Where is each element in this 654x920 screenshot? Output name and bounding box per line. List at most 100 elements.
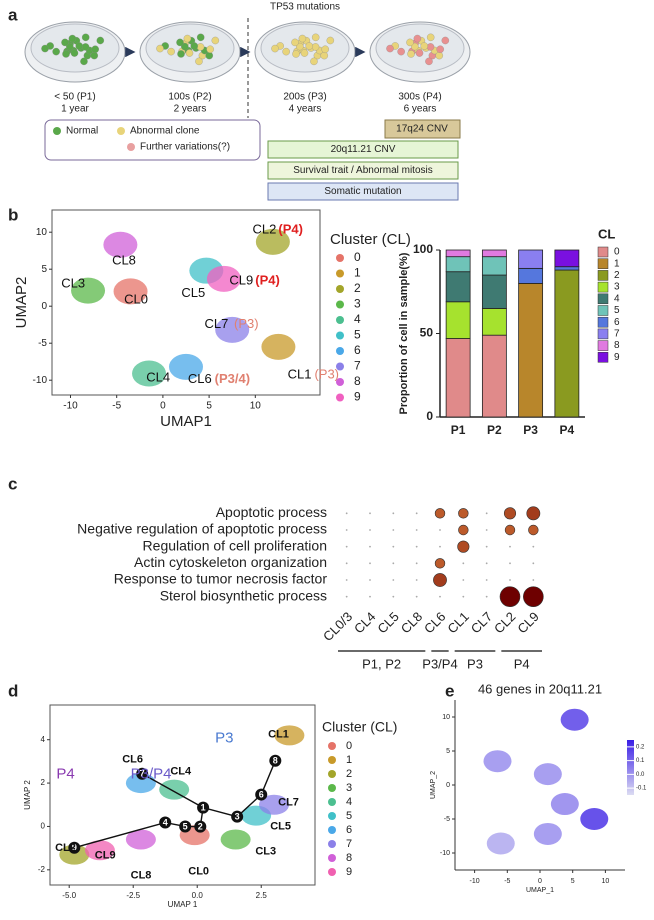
dot <box>433 573 447 587</box>
dot <box>415 512 418 515</box>
annotation: CL5 <box>270 820 291 832</box>
cell <box>311 33 320 42</box>
node-label: 5 <box>183 821 188 831</box>
y-tick-label: -2 <box>38 865 46 874</box>
cluster-cloud <box>71 277 106 304</box>
dot <box>503 507 517 520</box>
cluster-cloud <box>159 779 190 800</box>
dot <box>415 545 418 548</box>
cell <box>61 38 69 47</box>
legend-label: 2 <box>346 768 352 780</box>
legend-label: 7 <box>614 329 620 340</box>
legend-label: 2 <box>614 270 620 281</box>
colorbar-label: 0.1 <box>636 758 645 764</box>
legend-label: 4 <box>614 293 620 304</box>
annotation: CL5 <box>181 285 205 300</box>
dot <box>369 579 371 581</box>
stage-label: 300s (P4) <box>398 92 441 103</box>
legend-label: Normal <box>66 126 98 137</box>
bar-segment <box>445 271 471 303</box>
y-axis-label: UMAP 2 <box>23 780 32 810</box>
legend-swatch <box>597 270 609 281</box>
node-label: 1 <box>201 802 206 812</box>
y-tick-label: 10 <box>36 227 48 238</box>
legend-label: 5 <box>614 305 620 316</box>
x-tick-label: CL4 <box>351 609 378 636</box>
cluster-cloud <box>125 829 156 850</box>
trajectory-node <box>269 754 282 767</box>
legend-label: 3 <box>346 782 352 794</box>
legend-title: Cluster (CL) <box>322 719 397 735</box>
dot <box>415 529 418 531</box>
dot <box>457 540 470 553</box>
legend-title: Cluster (CL) <box>330 231 411 248</box>
cell-cloud <box>533 763 562 786</box>
legend-marker <box>336 316 344 324</box>
cell <box>300 49 309 57</box>
legend-marker <box>328 742 336 750</box>
legend-swatch <box>597 293 609 305</box>
legend-swatch <box>597 352 609 363</box>
cell <box>195 57 203 66</box>
annotation: P4 <box>56 765 74 782</box>
x-tick-label: CL6 <box>421 609 448 636</box>
y-tick-label: 10 <box>442 714 450 721</box>
cell <box>62 50 70 58</box>
legend-label: 1 <box>346 754 352 766</box>
annotation: CL4 <box>146 369 170 384</box>
event-box <box>267 182 459 201</box>
event-label: Survival trait / Abnormal mitosis <box>293 165 433 176</box>
cell <box>292 50 300 58</box>
dot <box>392 529 395 531</box>
annotation: CL6 <box>122 754 143 766</box>
annotation: CL9 <box>229 272 253 287</box>
legend-label: Further variations(?) <box>140 142 230 153</box>
x-axis-label: UMAP_1 <box>526 887 554 894</box>
dot <box>369 562 371 565</box>
legend-title: CL <box>598 226 615 241</box>
x-tick-label: CL0/3 <box>320 609 355 644</box>
cluster-cloud <box>103 231 138 258</box>
x-tick-label: CL9 <box>514 609 541 636</box>
cell <box>305 42 314 50</box>
legend-label: 6 <box>346 824 352 836</box>
cell <box>80 57 88 66</box>
dot <box>415 595 418 598</box>
dot <box>526 506 541 521</box>
node-label: 8 <box>273 756 278 766</box>
legend-label: 1 <box>614 258 620 269</box>
trajectory-node <box>68 841 81 854</box>
node-label: 7 <box>140 769 145 779</box>
cell <box>411 42 419 51</box>
dot <box>345 545 348 548</box>
cell <box>205 51 214 60</box>
dot <box>462 579 465 581</box>
cell <box>413 34 422 43</box>
node-label: 9 <box>72 843 77 853</box>
legend-label: 5 <box>346 810 352 822</box>
bar-segment <box>518 249 544 269</box>
annotation: P3/P4 <box>131 765 172 782</box>
legend-marker <box>328 812 336 820</box>
dot <box>345 579 348 581</box>
legend-swatch <box>597 340 609 351</box>
cell <box>167 47 175 56</box>
stage-label: < 50 (P1) <box>54 92 95 103</box>
panel-label: b <box>8 205 18 224</box>
cell <box>420 42 429 50</box>
cell-cloud <box>483 750 512 773</box>
dot <box>485 595 488 598</box>
plot-frame <box>49 704 316 886</box>
cell <box>406 38 414 47</box>
cell <box>183 34 192 43</box>
x-tick-label: P4 <box>560 423 575 437</box>
legend-marker <box>336 254 344 262</box>
cluster-cloud <box>169 353 203 380</box>
cell <box>176 38 184 47</box>
legend-label: 9 <box>354 390 361 404</box>
node-label: 4 <box>163 817 168 827</box>
cell <box>196 43 205 51</box>
cell <box>81 43 90 51</box>
annotation: CL8 <box>131 870 152 882</box>
